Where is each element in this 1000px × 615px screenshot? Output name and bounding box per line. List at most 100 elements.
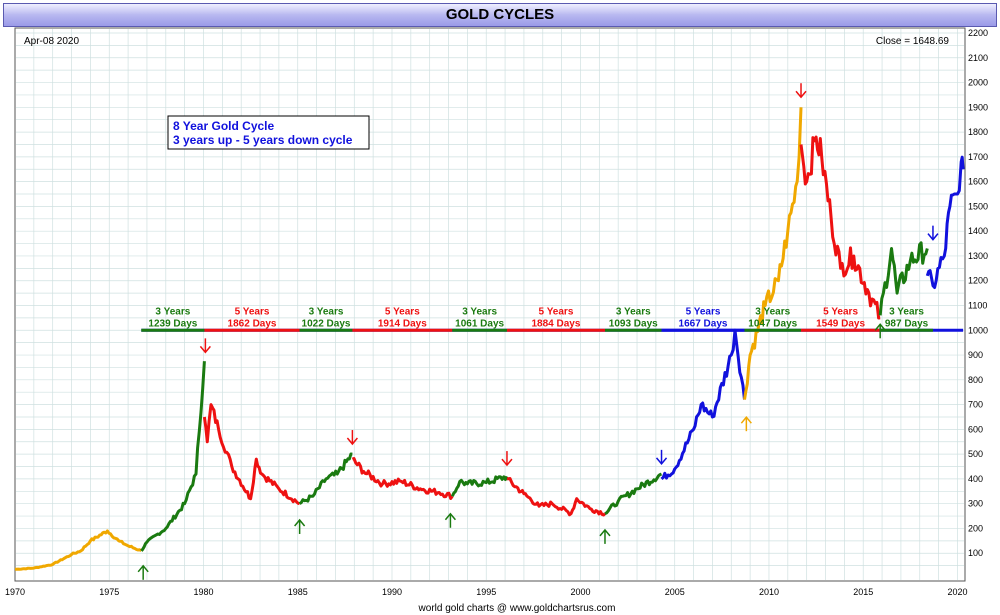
cycle-days-label: 1914 Days (378, 318, 427, 329)
price-line-blue (660, 328, 746, 481)
arrow-head (444, 512, 456, 521)
cycle-days-label: 1884 Days (532, 318, 581, 329)
price-line-red (202, 403, 301, 506)
arrow-head (655, 457, 668, 466)
y-tick-label: 2200 (968, 28, 988, 38)
cycle-years-label: 5 Years (686, 306, 721, 317)
x-tick-label: 1980 (193, 587, 213, 597)
cycle-days-label: 1239 Days (148, 318, 197, 329)
y-tick-label: 500 (968, 449, 983, 459)
x-tick-label: 2020 (947, 587, 967, 597)
y-tick-label: 300 (968, 499, 983, 509)
cycle-days-label: 1022 Days (302, 318, 351, 329)
y-tick-label: 600 (968, 424, 983, 434)
y-tick-label: 2100 (968, 53, 988, 63)
price-line-blue (925, 155, 965, 289)
arrow-up-icon (137, 564, 149, 580)
price-line-red (506, 477, 607, 517)
cycle-days-label: 1549 Days (816, 318, 865, 329)
cycle-years-label: 5 Years (235, 306, 270, 317)
y-tick-label: 700 (968, 400, 983, 410)
price-line-green (140, 361, 206, 552)
price-line-yellow (743, 107, 803, 400)
arrow-up-icon (599, 528, 611, 544)
cycle-days-label: 1667 Days (679, 318, 728, 329)
y-tick-label: 1000 (968, 325, 988, 335)
arrow-head (927, 233, 939, 241)
cycle-days-label: 1862 Days (228, 318, 277, 329)
annotation-line-1: 8 Year Gold Cycle (173, 119, 274, 133)
close-label: Close = 1648.69 (876, 36, 950, 47)
y-tick-label: 400 (968, 474, 983, 484)
y-tick-label: 1900 (968, 102, 988, 112)
annotation-line-2: 3 years up - 5 years down cycle (173, 133, 353, 147)
y-tick-label: 1200 (968, 276, 988, 286)
plot-area (14, 27, 966, 582)
x-tick-label: 1975 (99, 587, 119, 597)
y-tick-label: 1700 (968, 152, 988, 162)
x-tick-label: 1970 (5, 587, 25, 597)
y-tick-label: 100 (968, 548, 983, 558)
x-tick-label: 1985 (288, 587, 308, 597)
arrow-down-icon (501, 451, 513, 467)
cycle-years-label: 3 Years (155, 306, 190, 317)
y-tick-label: 200 (968, 523, 983, 533)
price-line-green (878, 241, 929, 316)
arrow-head (501, 458, 513, 467)
x-tick-label: 1990 (382, 587, 402, 597)
arrow-up-icon (740, 415, 752, 432)
y-tick-label: 1400 (968, 226, 988, 236)
price-line-green (604, 472, 663, 515)
arrow-head (795, 90, 807, 99)
y-tick-label: 1500 (968, 201, 988, 211)
cycle-days-label: 987 Days (885, 318, 929, 329)
x-tick-label: 2010 (759, 587, 779, 597)
arrow-up-icon (294, 518, 306, 534)
cycle-years-label: 3 Years (462, 306, 497, 317)
arrow-down-icon (655, 449, 668, 466)
arrow-head (294, 518, 306, 527)
cycle-markers (137, 83, 939, 580)
price-line-red (799, 135, 881, 320)
arrow-head (599, 528, 611, 537)
arrow-head (874, 323, 886, 331)
cycle-years-label: 3 Years (889, 306, 924, 317)
chart-title: GOLD CYCLES (3, 3, 997, 27)
arrow-down-icon (346, 430, 358, 446)
arrow-head (199, 345, 211, 354)
price-line-green (298, 452, 353, 505)
arrow-up-icon (874, 323, 886, 339)
cycle-years-label: 3 Years (616, 306, 651, 317)
axes: 1970 1975 1980 1985 1990 1995 2000 2005 2010 2015… (5, 28, 988, 597)
x-tick-label: 2000 (570, 587, 590, 597)
x-tick-label: 2005 (665, 587, 685, 597)
price-line-red (351, 457, 454, 500)
price-line-green (450, 475, 509, 497)
cycle-days-label: 1047 Days (748, 318, 797, 329)
cycle-days-label: 1061 Days (455, 318, 504, 329)
cycle-years-label: 3 Years (755, 306, 790, 317)
arrow-head (346, 437, 358, 446)
y-tick-label: 800 (968, 375, 983, 385)
x-tick-label: 1995 (476, 587, 496, 597)
cycle-years-label: 3 Years (309, 306, 344, 317)
x-tick-label: 2015 (853, 587, 873, 597)
arrow-head (740, 415, 752, 424)
cycle-years-label: 5 Years (385, 306, 420, 317)
arrow-head (137, 564, 149, 573)
annotation-box (167, 115, 370, 150)
price-series (14, 107, 965, 571)
y-tick-label: 2000 (968, 78, 988, 88)
cycle-years-label: 5 Years (539, 306, 574, 317)
date-label: Apr-08 2020 (24, 36, 79, 47)
y-tick-label: 900 (968, 350, 983, 360)
y-tick-label: 1600 (968, 177, 988, 187)
arrow-up-icon (444, 512, 456, 528)
arrow-down-icon (199, 338, 211, 354)
cycle-years-label: 5 Years (823, 306, 858, 317)
price-line-yellow (14, 529, 143, 571)
y-tick-label: 1300 (968, 251, 988, 261)
